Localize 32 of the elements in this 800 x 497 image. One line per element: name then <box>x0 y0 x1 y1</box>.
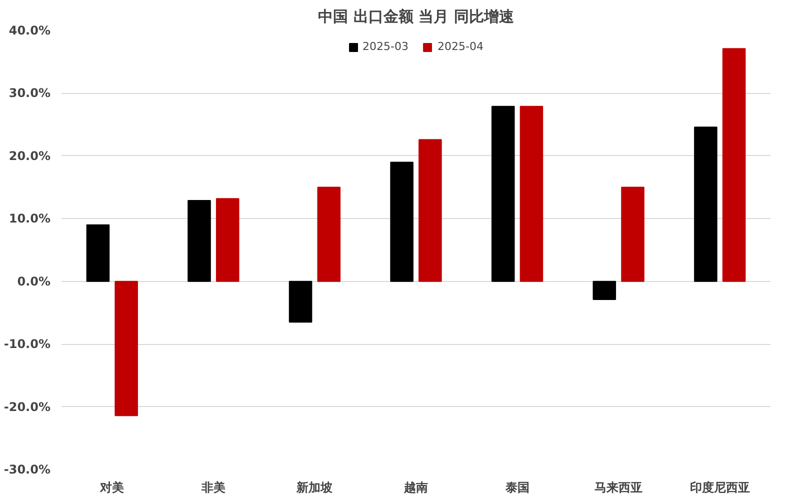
x-tick-label: 越南 <box>403 480 428 494</box>
legend-label: 2025-03 <box>362 40 408 53</box>
y-tick-label: 20.0% <box>8 148 51 163</box>
legend-label: 2025-04 <box>438 40 484 53</box>
bar <box>188 200 211 282</box>
y-tick-label: -20.0% <box>4 400 51 414</box>
bar <box>216 198 240 282</box>
x-tick-label: 对美 <box>99 480 124 494</box>
x-tick-label: 泰国 <box>504 480 530 494</box>
bar <box>520 106 544 282</box>
bar <box>491 106 515 282</box>
bar <box>418 139 442 282</box>
y-tick-label: 30.0% <box>8 86 51 100</box>
bar <box>114 280 138 416</box>
bar <box>722 48 746 282</box>
chart-title: 中国 出口金额 当月 同比增速 <box>318 8 515 26</box>
y-tick-label: 40.0% <box>8 24 51 38</box>
bar <box>86 224 110 282</box>
bar <box>390 162 414 282</box>
bar <box>694 126 718 282</box>
bar <box>592 280 616 300</box>
y-tick-label: 0.0% <box>17 274 50 288</box>
x-tick-label: 马来西亚 <box>594 480 643 494</box>
y-tick-label: -10.0% <box>4 337 51 352</box>
bar <box>288 280 312 323</box>
bar <box>317 186 341 282</box>
bar <box>621 186 644 282</box>
y-tick-label: -30.0% <box>4 462 51 476</box>
x-tick-label: 非美 <box>200 480 226 494</box>
x-tick-label: 印度尼西亚 <box>690 480 750 494</box>
y-tick-label: 10.0% <box>8 212 51 226</box>
x-tick-label: 新加坡 <box>296 480 334 494</box>
